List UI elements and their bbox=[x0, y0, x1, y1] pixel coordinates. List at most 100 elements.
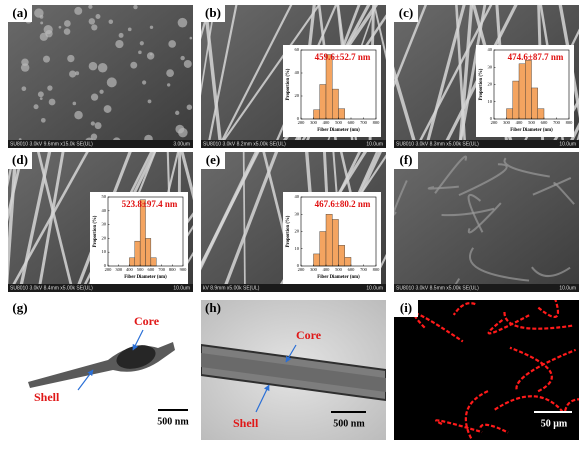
particle bbox=[37, 91, 44, 98]
film-ridge bbox=[468, 247, 530, 282]
panel-label: (a) bbox=[12, 5, 27, 20]
film-ridge bbox=[458, 163, 508, 197]
micrograph bbox=[201, 300, 386, 440]
particle bbox=[67, 54, 75, 63]
y-axis-label: Proportion (%) bbox=[286, 68, 291, 100]
x-tick-label: 300 bbox=[503, 120, 511, 125]
particle bbox=[99, 89, 104, 94]
particle bbox=[39, 15, 44, 19]
y-axis-label: Proportion (%) bbox=[479, 68, 484, 100]
x-tick-label: 500 bbox=[335, 267, 343, 272]
particle bbox=[166, 83, 171, 87]
info-text: SU8010 3.0kV 8.4mm x5.00k SE(UL) bbox=[10, 285, 93, 291]
y-tick-label: 10 bbox=[102, 249, 107, 254]
info-bar bbox=[201, 284, 386, 292]
scale-text: 10.0um bbox=[366, 285, 383, 291]
fiber bbox=[8, 152, 25, 222]
fiber bbox=[394, 5, 428, 88]
particle bbox=[186, 104, 193, 110]
particle bbox=[108, 19, 114, 24]
y-tick-label: 0 bbox=[490, 116, 493, 121]
y-tick-label: 0 bbox=[104, 263, 107, 268]
fluorescent-fiber bbox=[413, 312, 464, 343]
fiber bbox=[242, 152, 246, 292]
bar bbox=[319, 231, 327, 267]
x-tick-label: 400 bbox=[323, 120, 331, 125]
y-tick-label: 10 bbox=[488, 99, 493, 104]
x-tick-label: 800 bbox=[169, 267, 177, 272]
film-ridge bbox=[553, 182, 575, 205]
film-ridge bbox=[425, 278, 461, 292]
particle bbox=[74, 110, 83, 120]
y-axis-label: Proportion (%) bbox=[286, 215, 291, 247]
y-tick-label: 40 bbox=[295, 70, 300, 75]
panel: SU8010 3.0kV 8.4mm x5.00k SE(UL) 10.0um 20… bbox=[8, 152, 193, 292]
x-tick-label: 500 bbox=[335, 120, 343, 125]
fiber bbox=[217, 5, 321, 148]
x-tick-label: 900 bbox=[180, 267, 188, 272]
panel-label: (g) bbox=[12, 300, 27, 315]
bar bbox=[332, 88, 339, 120]
micrograph bbox=[394, 300, 579, 440]
particle bbox=[75, 71, 80, 76]
particle bbox=[180, 55, 185, 61]
particle bbox=[146, 52, 155, 60]
plot-frame bbox=[107, 196, 184, 267]
fiber bbox=[455, 5, 467, 148]
scale-label: 50 μm bbox=[541, 418, 568, 429]
particle bbox=[64, 20, 71, 27]
bar bbox=[537, 108, 545, 120]
panel-label: (i) bbox=[400, 300, 412, 315]
micrograph: SU8010 3.0kV 8.5mm x5.00k SE(UL) 10.0um bbox=[394, 152, 579, 292]
y-tick-label: 60 bbox=[295, 47, 300, 52]
info-text: SU8010 3.0kV 9.6mm x15.0k SE(UL) bbox=[10, 141, 93, 147]
particle bbox=[138, 50, 142, 55]
bar bbox=[319, 84, 327, 120]
particle bbox=[95, 14, 101, 19]
fiber bbox=[37, 152, 65, 292]
particle bbox=[72, 101, 77, 106]
fiber bbox=[206, 5, 238, 148]
x-tick-label: 200 bbox=[491, 120, 499, 125]
fiber bbox=[394, 66, 419, 148]
label-box bbox=[8, 5, 32, 22]
fluorescent-fiber bbox=[537, 300, 560, 318]
particle bbox=[149, 25, 154, 29]
inset-title: 474.6±87.7 nm bbox=[508, 52, 564, 62]
arrow bbox=[77, 369, 94, 391]
particle bbox=[147, 99, 152, 104]
particle bbox=[21, 86, 27, 92]
particle bbox=[177, 17, 188, 28]
micrograph: SU8010 3.0kV 9.6mm x15.0k SE(UL) 3.00um bbox=[8, 5, 193, 148]
particle bbox=[90, 93, 99, 101]
particle bbox=[94, 122, 102, 130]
fiber bbox=[180, 152, 193, 201]
particle bbox=[149, 53, 153, 56]
x-tick-label: 200 bbox=[298, 120, 306, 125]
arrow bbox=[285, 344, 297, 363]
fiber-core bbox=[201, 353, 386, 392]
particle bbox=[48, 98, 56, 106]
bar bbox=[531, 87, 538, 120]
particle bbox=[175, 124, 185, 134]
scale-text: 10.0um bbox=[366, 141, 383, 147]
x-axis-label: Fiber Diameter (nm) bbox=[510, 128, 553, 133]
fiber bbox=[217, 5, 293, 148]
bar bbox=[313, 253, 320, 267]
particle bbox=[39, 32, 48, 41]
fiber bbox=[201, 152, 260, 268]
info-text: SU8010 3.0kV 8.5mm x5.00k SE(UL) bbox=[396, 285, 479, 291]
info-text: SU8010 3.0kV 8.2mm x5.00k SE(UL) bbox=[203, 141, 286, 147]
fiber bbox=[566, 122, 579, 148]
bar bbox=[134, 240, 141, 267]
particle bbox=[58, 25, 62, 29]
particle bbox=[130, 61, 138, 69]
scale-label: 500 nm bbox=[157, 416, 189, 427]
info-text: SU8010 3.0kV 8.3mm x5.00k SE(UL) bbox=[396, 141, 479, 147]
particle bbox=[106, 77, 117, 88]
bar bbox=[512, 80, 520, 120]
particle bbox=[74, 6, 83, 15]
panel: SU8010 3.0kV 9.6mm x15.0k SE(UL) 3.00um (a… bbox=[8, 5, 193, 148]
particle bbox=[40, 21, 44, 25]
label-box bbox=[394, 5, 418, 22]
